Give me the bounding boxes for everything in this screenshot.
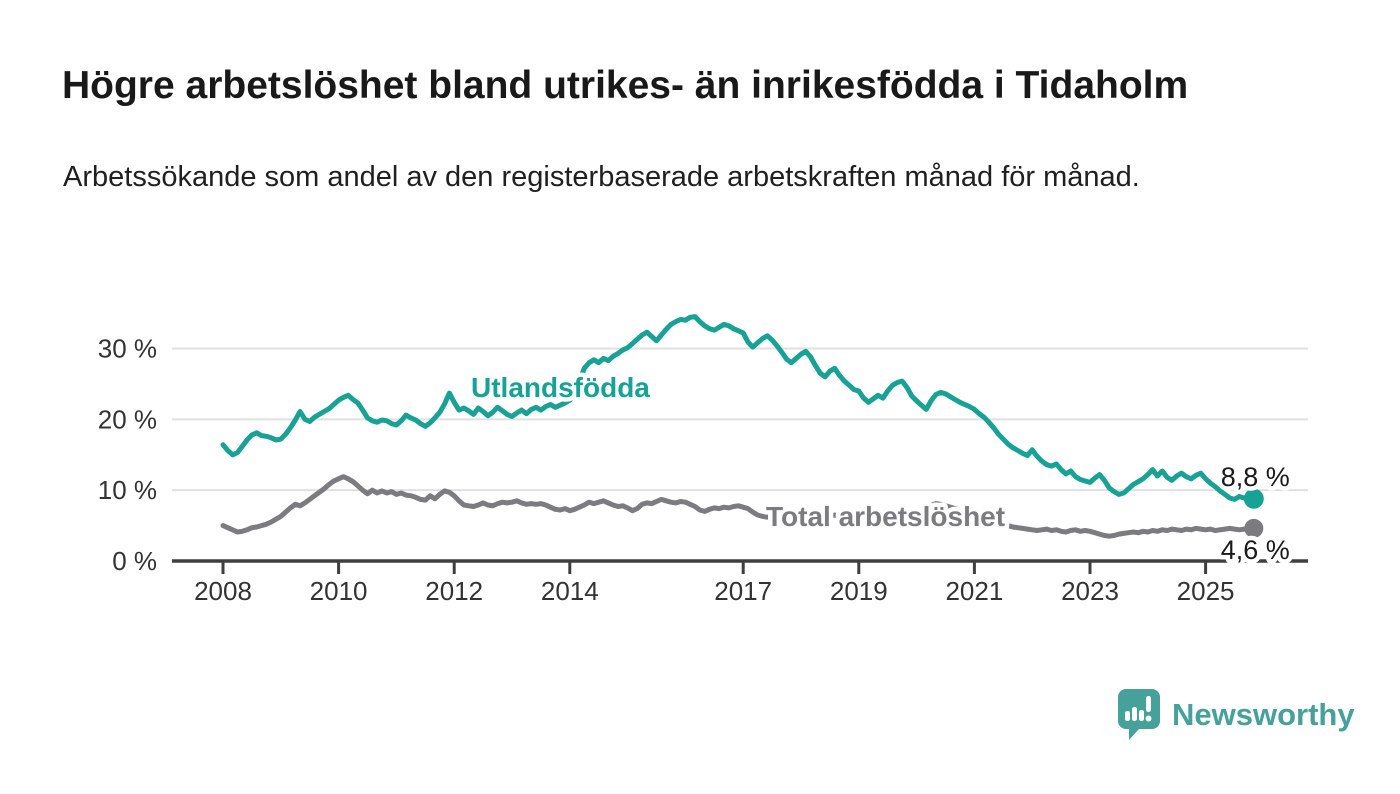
- svg-text:2010: 2010: [310, 576, 368, 606]
- svg-text:2012: 2012: [425, 576, 483, 606]
- svg-text:2021: 2021: [945, 576, 1003, 606]
- svg-text:20 %: 20 %: [98, 404, 157, 434]
- series-end-dot-utlandsfodda: [1243, 488, 1264, 509]
- brand-name: Newsworthy: [1172, 697, 1355, 732]
- end-value-label-total: 4,6 %: [1221, 535, 1290, 565]
- svg-text:2008: 2008: [194, 576, 252, 606]
- svg-text:0 %: 0 %: [112, 546, 157, 576]
- svg-text:2019: 2019: [830, 576, 888, 606]
- svg-text:2025: 2025: [1177, 576, 1235, 606]
- end-value-label-utlandsfodda: 8,8 %: [1221, 462, 1290, 492]
- svg-text:2023: 2023: [1061, 576, 1119, 606]
- gridlines: [172, 347, 1308, 492]
- page-subtitle: Arbetssökande som andel av den registerb…: [63, 161, 1140, 193]
- newsworthy-logo: Newsworthy: [1117, 688, 1355, 742]
- x-axis: [172, 559, 1308, 574]
- page-title: Högre arbetslöshet bland utrikes- än inr…: [62, 64, 1189, 107]
- svg-text:2014: 2014: [541, 576, 599, 606]
- x-axis-labels: 2008 2010 2012 2014 2017 2019 2021 2023 2025: [194, 576, 1234, 606]
- speech-bubble-bar-chart-icon: [1118, 689, 1160, 740]
- series-end-dot-total: [1244, 518, 1264, 538]
- y-axis-labels: 0 % 10 % 20 % 30 %: [98, 334, 157, 576]
- svg-text:2017: 2017: [714, 576, 772, 606]
- series-line-total: [220, 474, 1257, 539]
- svg-text:30 %: 30 %: [98, 334, 157, 364]
- series-line-utlandsfodda: [220, 314, 1257, 502]
- svg-text:10 %: 10 %: [98, 475, 157, 505]
- series-label-utlandsfodda: Utlandsfödda: [471, 372, 650, 403]
- series-label-total: Total arbetslöshet: [766, 501, 1005, 532]
